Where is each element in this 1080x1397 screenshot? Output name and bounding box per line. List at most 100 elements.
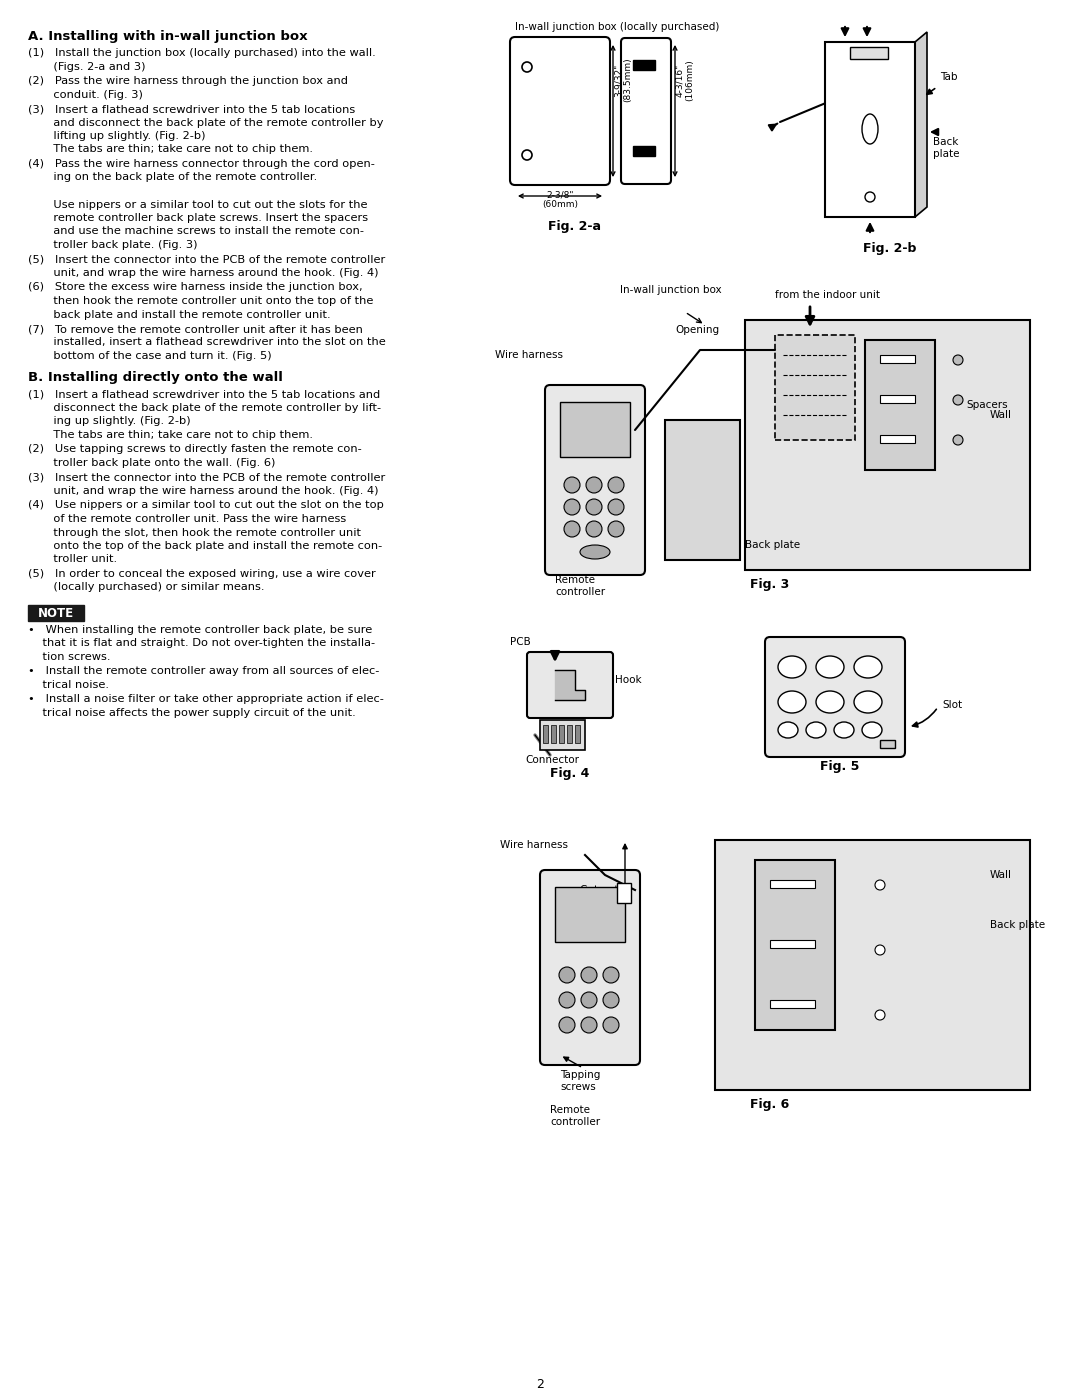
Text: Remote
controller: Remote controller bbox=[550, 1105, 600, 1126]
Text: The tabs are thin; take care not to chip them.: The tabs are thin; take care not to chip… bbox=[28, 430, 313, 440]
Ellipse shape bbox=[816, 657, 843, 678]
Polygon shape bbox=[745, 320, 1030, 570]
Bar bbox=[880, 740, 895, 747]
Bar bbox=[540, 719, 585, 750]
Text: NOTE: NOTE bbox=[38, 608, 75, 620]
Text: from the indoor unit: from the indoor unit bbox=[775, 291, 880, 300]
Text: A. Installing with in-wall junction box: A. Installing with in-wall junction box bbox=[28, 29, 308, 43]
Text: then hook the remote controller unit onto the top of the: then hook the remote controller unit ont… bbox=[28, 296, 374, 306]
Text: (3)   Insert the connector into the PCB of the remote controller: (3) Insert the connector into the PCB of… bbox=[28, 472, 386, 482]
Ellipse shape bbox=[834, 722, 854, 738]
Polygon shape bbox=[715, 840, 1030, 1090]
Circle shape bbox=[559, 1017, 575, 1032]
Bar bbox=[755, 861, 835, 1030]
Text: ing up slightly. (Fig. 2-b): ing up slightly. (Fig. 2-b) bbox=[28, 416, 191, 426]
Bar bbox=[775, 335, 855, 440]
Circle shape bbox=[581, 992, 597, 1009]
Text: lifting up slightly. (Fig. 2-b): lifting up slightly. (Fig. 2-b) bbox=[28, 131, 205, 141]
Text: and disconnect the back plate of the remote controller by: and disconnect the back plate of the rem… bbox=[28, 117, 383, 127]
Text: bottom of the case and turn it. (Fig. 5): bottom of the case and turn it. (Fig. 5) bbox=[28, 351, 272, 360]
Text: Spacers: Spacers bbox=[966, 400, 1008, 409]
Bar bbox=[850, 47, 888, 59]
Polygon shape bbox=[555, 671, 585, 700]
Text: Machine
screws: Machine screws bbox=[680, 529, 724, 552]
Text: unit, and wrap the wire harness around the hook. (Fig. 4): unit, and wrap the wire harness around t… bbox=[28, 268, 378, 278]
Text: Remote
controller: Remote controller bbox=[555, 576, 605, 597]
Text: (4)   Pass the wire harness connector through the cord open-: (4) Pass the wire harness connector thro… bbox=[28, 159, 375, 169]
Text: (3)   Insert a flathead screwdriver into the 5 tab locations: (3) Insert a flathead screwdriver into t… bbox=[28, 103, 355, 115]
Text: troller back plate. (Fig. 3): troller back plate. (Fig. 3) bbox=[28, 240, 198, 250]
Circle shape bbox=[603, 992, 619, 1009]
Text: Fig. 5: Fig. 5 bbox=[821, 760, 860, 773]
Text: Fig. 6: Fig. 6 bbox=[751, 1098, 789, 1111]
Bar bbox=[555, 887, 625, 942]
Text: (2)   Use tapping screws to directly fasten the remote con-: (2) Use tapping screws to directly faste… bbox=[28, 444, 362, 454]
Text: •   When installing the remote controller back plate, be sure: • When installing the remote controller … bbox=[28, 624, 373, 636]
Text: and use the machine screws to install the remote con-: and use the machine screws to install th… bbox=[28, 226, 364, 236]
Text: conduit. (Fig. 3): conduit. (Fig. 3) bbox=[28, 89, 143, 99]
FancyBboxPatch shape bbox=[510, 36, 610, 184]
Circle shape bbox=[586, 521, 602, 536]
Text: Back
plate: Back plate bbox=[933, 137, 959, 159]
Text: Fig. 4: Fig. 4 bbox=[551, 767, 590, 780]
Circle shape bbox=[564, 499, 580, 515]
Text: troller back plate onto the wall. (Fig. 6): troller back plate onto the wall. (Fig. … bbox=[28, 458, 275, 468]
Circle shape bbox=[559, 992, 575, 1009]
Circle shape bbox=[564, 476, 580, 493]
Text: Tab: Tab bbox=[940, 73, 958, 82]
Text: B. Installing directly onto the wall: B. Installing directly onto the wall bbox=[28, 372, 283, 384]
Ellipse shape bbox=[854, 657, 882, 678]
Circle shape bbox=[875, 1010, 885, 1020]
Circle shape bbox=[875, 880, 885, 890]
Text: (6)   Store the excess wire harness inside the junction box,: (6) Store the excess wire harness inside… bbox=[28, 282, 363, 292]
Polygon shape bbox=[915, 32, 927, 217]
Text: Fig. 3: Fig. 3 bbox=[751, 578, 789, 591]
Ellipse shape bbox=[778, 692, 806, 712]
Ellipse shape bbox=[862, 722, 882, 738]
Bar bbox=[770, 1000, 815, 1009]
Ellipse shape bbox=[816, 692, 843, 712]
Ellipse shape bbox=[580, 545, 610, 559]
Bar bbox=[617, 883, 631, 902]
Text: (60mm): (60mm) bbox=[542, 200, 578, 210]
Text: The tabs are thin; take care not to chip them.: The tabs are thin; take care not to chip… bbox=[28, 144, 313, 155]
Bar bbox=[770, 880, 815, 888]
Text: Wall: Wall bbox=[990, 409, 1012, 420]
Circle shape bbox=[559, 967, 575, 983]
Text: Fig. 2-b: Fig. 2-b bbox=[863, 242, 917, 256]
Circle shape bbox=[953, 355, 963, 365]
Text: (4)   Use nippers or a similar tool to cut out the slot on the top: (4) Use nippers or a similar tool to cut… bbox=[28, 500, 383, 510]
Bar bbox=[633, 60, 654, 70]
Text: 2-3/8": 2-3/8" bbox=[546, 190, 573, 198]
Bar bbox=[880, 395, 915, 402]
Text: trical noise affects the power supply circuit of the unit.: trical noise affects the power supply ci… bbox=[28, 708, 355, 718]
Circle shape bbox=[608, 521, 624, 536]
Bar bbox=[865, 339, 935, 469]
Text: In-wall junction box: In-wall junction box bbox=[620, 285, 721, 295]
Circle shape bbox=[603, 1017, 619, 1032]
Text: ing on the back plate of the remote controller.: ing on the back plate of the remote cont… bbox=[28, 172, 318, 183]
Text: Fig. 2-a: Fig. 2-a bbox=[549, 219, 602, 233]
FancyBboxPatch shape bbox=[540, 870, 640, 1065]
Ellipse shape bbox=[778, 657, 806, 678]
Text: PCB: PCB bbox=[510, 637, 530, 647]
Text: (5)   Insert the connector into the PCB of the remote controller: (5) Insert the connector into the PCB of… bbox=[28, 254, 386, 264]
Circle shape bbox=[522, 61, 532, 73]
Text: Wire harness: Wire harness bbox=[500, 840, 568, 849]
Bar bbox=[567, 725, 572, 743]
Circle shape bbox=[603, 967, 619, 983]
FancyBboxPatch shape bbox=[527, 652, 613, 718]
FancyBboxPatch shape bbox=[621, 38, 671, 184]
Bar bbox=[825, 42, 915, 217]
Circle shape bbox=[953, 434, 963, 446]
Text: disconnect the back plate of the remote controller by lift-: disconnect the back plate of the remote … bbox=[28, 402, 381, 414]
Circle shape bbox=[608, 499, 624, 515]
Circle shape bbox=[564, 521, 580, 536]
Text: that it is flat and straight. Do not over-tighten the installa-: that it is flat and straight. Do not ove… bbox=[28, 638, 375, 648]
Text: •   Install the remote controller away from all sources of elec-: • Install the remote controller away fro… bbox=[28, 666, 379, 676]
Ellipse shape bbox=[862, 115, 878, 144]
Text: through the slot, then hook the remote controller unit: through the slot, then hook the remote c… bbox=[28, 528, 361, 538]
Bar bbox=[880, 355, 915, 363]
Text: unit, and wrap the wire harness around the hook. (Fig. 4): unit, and wrap the wire harness around t… bbox=[28, 486, 378, 496]
Circle shape bbox=[581, 967, 597, 983]
